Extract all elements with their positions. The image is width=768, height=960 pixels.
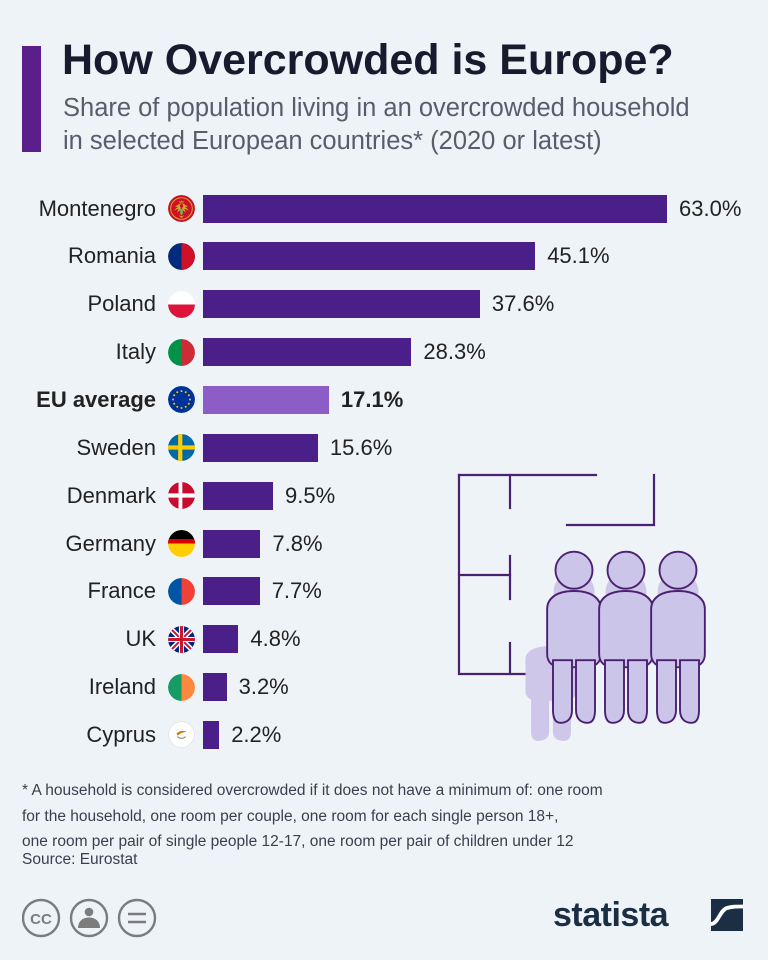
svg-text:statista: statista xyxy=(553,896,670,934)
svg-text:CC: CC xyxy=(30,911,52,928)
